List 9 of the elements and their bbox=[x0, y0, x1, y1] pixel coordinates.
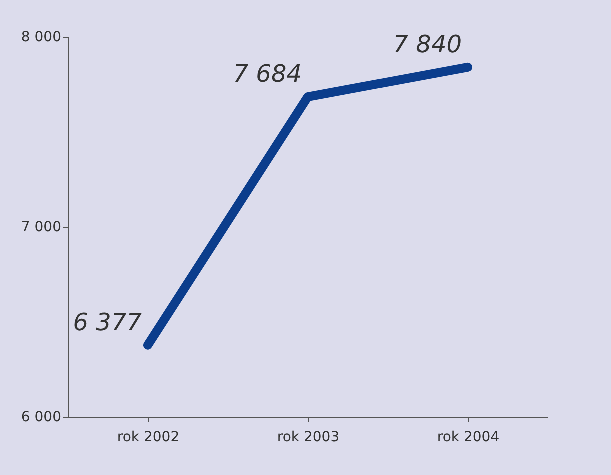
data-label: 7 684 bbox=[233, 60, 302, 88]
y-tick-label: 8 000 bbox=[21, 30, 62, 46]
data-label: 6 377 bbox=[73, 308, 143, 336]
x-tick-label: rok 2003 bbox=[277, 430, 340, 446]
y-tick-label: 7 000 bbox=[21, 220, 62, 236]
data-label: 7 840 bbox=[393, 30, 462, 58]
x-tick-label: rok 2004 bbox=[437, 430, 500, 446]
y-tick-label: 6 000 bbox=[21, 410, 62, 426]
x-tick-label: rok 2002 bbox=[117, 430, 180, 446]
